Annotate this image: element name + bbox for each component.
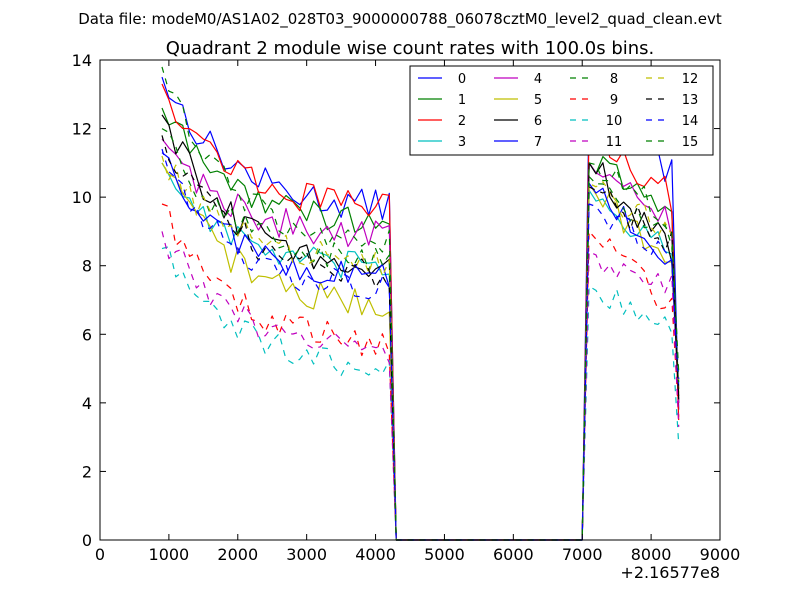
legend-label-6: 6 — [534, 114, 542, 129]
series-line-11 — [161, 231, 680, 541]
series-layer — [161, 66, 680, 541]
series-line-14 — [161, 148, 680, 541]
y-tick-label: 14 — [72, 51, 92, 70]
series-line-12 — [161, 155, 680, 541]
legend-label-8: 8 — [610, 72, 618, 87]
x-tick-label: 6000 — [493, 545, 534, 564]
series-line-1 — [161, 107, 680, 541]
x-tick-label: 0 — [95, 545, 105, 564]
figure-suptitle: Data file: modeM0/AS1A02_028T03_90000007… — [78, 10, 722, 29]
ticks-layer: 0 1000 2000 3000 4000 5000 6000 7000 8000 9000 0 2 4… — [72, 51, 741, 564]
y-tick-label: 8 — [82, 257, 92, 276]
y-tick-label: 10 — [72, 188, 92, 207]
series-line-13 — [161, 135, 680, 541]
chart-title: Quadrant 2 module wise count rates with … — [166, 38, 655, 59]
x-tick-label: 9000 — [700, 545, 741, 564]
series-line-9 — [161, 203, 680, 541]
legend-label-9: 9 — [610, 93, 618, 108]
x-tick-label: 8000 — [631, 545, 672, 564]
x-tick-label: 5000 — [424, 545, 465, 564]
legend-label-5: 5 — [534, 93, 542, 108]
x-tick-label: 2000 — [217, 545, 258, 564]
legend-label-14: 14 — [682, 114, 699, 129]
axes-frame — [99, 59, 721, 541]
legend-label-12: 12 — [682, 72, 699, 87]
legend-label-3: 3 — [458, 135, 466, 150]
legend-label-10: 10 — [606, 114, 623, 129]
legend-label-2: 2 — [458, 114, 466, 129]
legend-label-11: 11 — [606, 135, 623, 150]
y-tick-label: 4 — [82, 394, 92, 413]
legend-box — [409, 65, 714, 156]
series-line-4 — [161, 138, 680, 541]
legend-label-15: 15 — [682, 135, 699, 150]
y-tick-label: 12 — [72, 120, 92, 139]
series-line-15 — [161, 66, 680, 541]
y-tick-label: 2 — [82, 462, 92, 481]
series-line-7 — [161, 152, 680, 541]
legend-label-7: 7 — [534, 135, 542, 150]
legend-label-4: 4 — [534, 72, 542, 87]
y-tick-label: 6 — [82, 325, 92, 344]
y-tick-label: 0 — [82, 531, 92, 550]
x-tick-label: 1000 — [149, 545, 190, 564]
legend-label-13: 13 — [682, 93, 699, 108]
series-line-5 — [161, 162, 680, 541]
series-line-8 — [161, 128, 680, 541]
x-tick-label: 7000 — [562, 545, 603, 564]
series-line-3 — [161, 162, 680, 541]
x-tick-label: 3000 — [286, 545, 327, 564]
x-tick-label: 4000 — [355, 545, 396, 564]
series-line-6 — [161, 114, 680, 541]
legend-label-1: 1 — [458, 93, 466, 108]
series-line-10 — [161, 246, 680, 541]
x-axis-offset-label: +2.16577e8 — [620, 563, 720, 582]
legend-label-0: 0 — [458, 72, 466, 87]
